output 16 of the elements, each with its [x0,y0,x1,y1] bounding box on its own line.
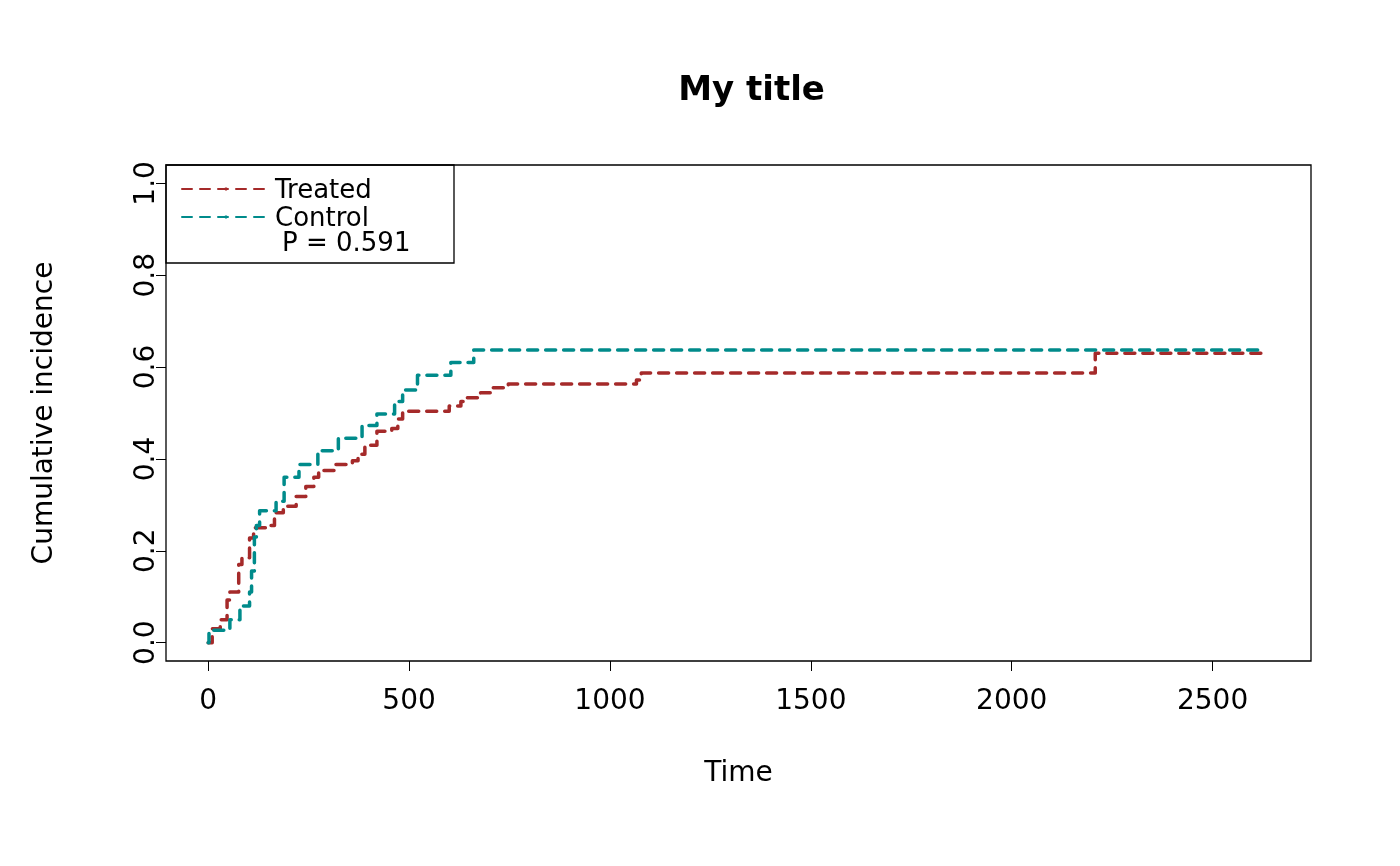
x-tick-label: 2500 [1176,682,1249,716]
chart-title: My title [678,68,825,108]
x-tick-label: 2000 [976,682,1048,716]
x-tick-label: 1000 [574,682,646,716]
y-tick-label: 0.4 [127,436,161,482]
legend-label: Treated [274,174,372,204]
x-tick-label: 1500 [775,682,847,716]
x-axis-title: Time [703,754,773,788]
y-tick-label: 1.0 [127,161,161,206]
x-tick-label: 0 [199,682,218,716]
y-tick-label: 0.0 [127,620,161,665]
y-axis-title: Cumulative incidence [25,261,59,565]
y-tick-label: 0.6 [127,344,161,390]
y-tick-label: 0.2 [127,528,161,574]
x-tick-label: 500 [382,682,436,716]
y-tick-label: 0.8 [127,252,161,298]
